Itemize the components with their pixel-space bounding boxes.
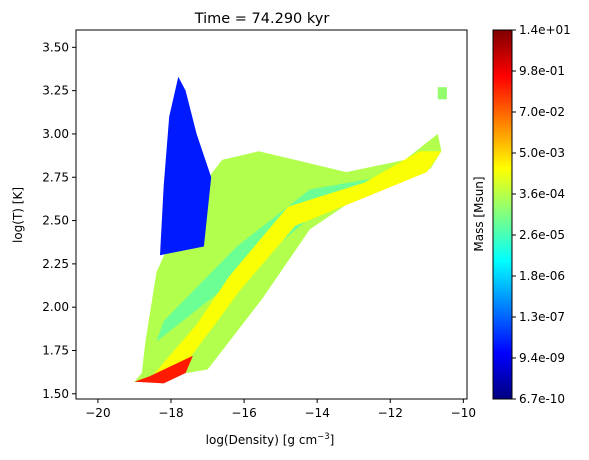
plot-frame [75, 29, 468, 400]
colorbar-tick-label: 7.0e-02 [519, 105, 565, 119]
colorbar-tick-label: 2.6e-05 [519, 228, 565, 242]
y-axis-ticks: 1.50 1.75 2.00 2.25 2.50 2.75 3.00 3.25 3.50 [42, 40, 76, 401]
heatmap-regions [134, 76, 447, 384]
x-tick-label: −10 [451, 406, 476, 420]
heatmap-region-dense-core [134, 355, 193, 384]
colorbar [492, 29, 513, 400]
y-tick-label: 3.25 [42, 84, 69, 98]
chart-title: Time = 74.290 kyr [194, 11, 330, 27]
x-tick-label: −18 [158, 406, 183, 420]
x-axis-label: log(Density) [g cm−3] [206, 432, 335, 447]
x-tick-label: −14 [305, 406, 330, 420]
colorbar-tick-label: 1.4e+01 [519, 23, 571, 37]
x-tick-label: −20 [85, 406, 110, 420]
x-axis-label-exponent: −3 [317, 432, 330, 442]
colorbar-tick-label: 1.3e-07 [519, 310, 565, 324]
y-axis-label: log(T) [K] [11, 187, 25, 243]
y-tick-label: 2.00 [42, 300, 69, 314]
y-tick-label: 3.00 [42, 127, 69, 141]
colorbar-tick-label: 3.6e-04 [519, 187, 565, 201]
heatmap-region-hot-spike [160, 76, 212, 256]
colorbar-label: Mass [Msun] [472, 176, 486, 251]
heatmap-region-isolated-knot [437, 87, 447, 100]
x-axis-ticks: −20 −18 −16 −14 −12 −10 [85, 399, 476, 420]
colorbar-ticks: 6.7e-10 9.4e-09 1.3e-07 1.8e-06 2.6e-05 3.6e-… [512, 23, 571, 406]
heatmap-region-dense-ridge [149, 151, 442, 380]
y-tick-label: 2.25 [42, 257, 69, 271]
y-tick-label: 1.75 [42, 343, 69, 357]
colorbar-tick-label: 6.7e-10 [519, 392, 565, 406]
x-tick-label: −12 [378, 406, 403, 420]
y-tick-label: 1.50 [42, 387, 69, 401]
colorbar-tick-label: 5.0e-03 [519, 146, 565, 160]
x-axis-label-close: ] [330, 433, 335, 447]
x-tick-label: −16 [231, 406, 256, 420]
colorbar-tick-label: 9.4e-09 [519, 351, 565, 365]
colorbar-tick-label: 9.8e-01 [519, 64, 565, 78]
y-tick-label: 2.50 [42, 214, 69, 228]
y-tick-label: 2.75 [42, 170, 69, 184]
y-tick-label: 3.50 [42, 40, 69, 54]
colorbar-tick-label: 1.8e-06 [519, 269, 565, 283]
